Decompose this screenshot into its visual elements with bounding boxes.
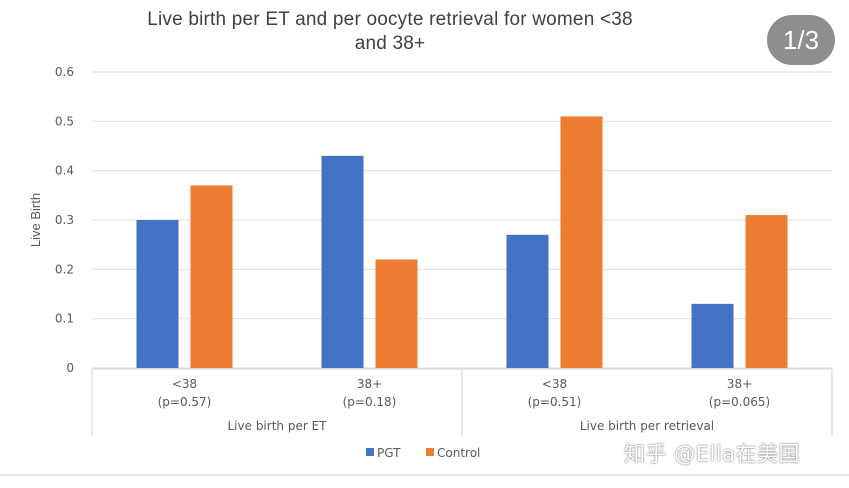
chart-title-line-2: and 38+ (354, 33, 426, 54)
x-tick-sublabel: (p=0.57) (158, 395, 212, 409)
chart-title-line-1: Live birth per ET and per oocyte retriev… (147, 9, 633, 30)
x-tick-label: <38 (172, 377, 197, 391)
bar-control (190, 185, 233, 368)
bar-pgt (691, 303, 734, 368)
x-group-label: Live birth per retrieval (580, 419, 714, 433)
bar-pgt (506, 234, 549, 368)
bar-control (745, 215, 788, 368)
x-group-label: Live birth per ET (228, 419, 328, 433)
bottom-divider (0, 474, 849, 476)
y-tick-label: 0.4 (55, 164, 74, 178)
x-tick-sublabel: (p=0.51) (528, 395, 582, 409)
x-tick-sublabel: (p=0.065) (709, 395, 770, 409)
legend-swatch-control (426, 448, 434, 456)
bar-pgt (321, 155, 364, 368)
bar-pgt (136, 220, 179, 368)
bar-control (560, 116, 603, 369)
y-axis-label: Live Birth (28, 193, 43, 247)
legend-swatch-pgt (366, 448, 374, 456)
legend-label-control: Control (437, 446, 480, 460)
y-tick-label: 0 (66, 361, 74, 375)
y-tick-label: 0.1 (55, 312, 74, 326)
watermark: 知乎 @Ella在美国 (624, 442, 800, 466)
y-tick-label: 0.5 (55, 114, 74, 128)
chart-title: Live birth per ET and per oocyte retriev… (60, 8, 720, 56)
y-tick-label: 0.6 (55, 65, 74, 79)
x-tick-label: 38+ (727, 377, 752, 391)
bar-control (375, 259, 418, 368)
x-tick-sublabel: (p=0.18) (343, 395, 397, 409)
page-counter-badge[interactable]: 1/3 (767, 15, 835, 65)
y-tick-label: 0.2 (55, 262, 74, 276)
x-tick-label: <38 (542, 377, 567, 391)
x-tick-label: 38+ (357, 377, 382, 391)
y-tick-label: 0.3 (55, 213, 74, 227)
legend-label-pgt: PGT (377, 446, 401, 460)
